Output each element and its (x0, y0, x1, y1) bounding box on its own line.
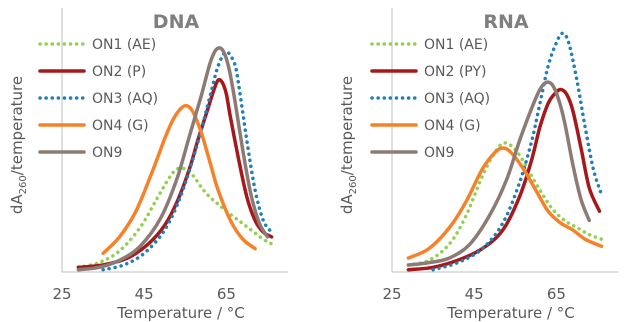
y-axis-label: dA260/temperature (338, 76, 359, 214)
legend-label: ON3 (AQ) (92, 91, 158, 107)
x-tick-label: 25 (52, 285, 71, 303)
legend-label: ON2 (P) (92, 64, 146, 80)
x-tick-label: 25 (382, 285, 401, 303)
legend-label: ON1 (AE) (92, 37, 156, 53)
chart-title: DNA (153, 11, 200, 33)
series-line-on4-g (101, 103, 257, 256)
legend-label: ON2 (PY) (424, 64, 486, 80)
series-line-on2-py (406, 87, 602, 272)
series-line-on4-g (406, 146, 604, 260)
y-axis-label: dA260/temperature (8, 76, 29, 214)
series-line-on1-ae (76, 166, 274, 270)
legend-label: ON4 (G) (92, 118, 149, 134)
legend-label: ON4 (G) (424, 118, 481, 134)
x-axis-label: Temperature / °C (116, 304, 245, 322)
x-tick-label: 65 (547, 285, 566, 303)
x-tick-label: 65 (217, 285, 236, 303)
series-line-on3-aq (431, 31, 604, 272)
x-tick-label: 45 (135, 285, 154, 303)
x-axis-label: Temperature / °C (446, 304, 575, 322)
x-tick-label: 45 (465, 285, 484, 303)
series-line-on3-aq (101, 50, 274, 272)
legend-label: ON3 (AQ) (424, 91, 490, 107)
legend-label: ON9 (424, 145, 454, 161)
series-line-on2-p (76, 77, 274, 270)
legend-label: ON1 (AE) (424, 37, 488, 53)
series-line-on9 (406, 80, 591, 267)
series-line-on9 (76, 46, 270, 272)
chart-title: RNA (483, 11, 529, 33)
legend-label: ON9 (92, 145, 122, 161)
